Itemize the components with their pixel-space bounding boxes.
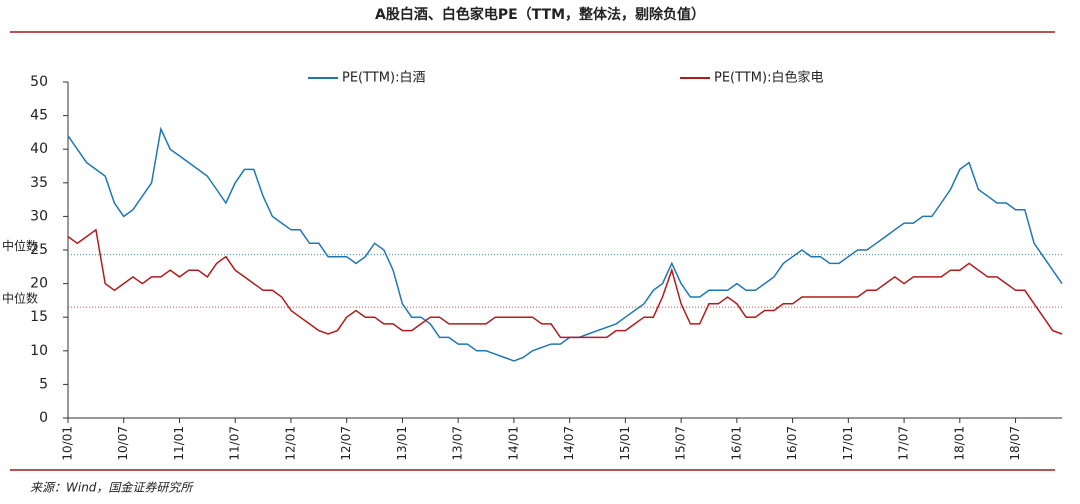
legend-label: PE(TTM):白酒	[342, 70, 425, 86]
x-tick-label: 14/01	[506, 426, 520, 461]
x-tick-label: 15/07	[674, 426, 688, 461]
x-tick-label: 18/07	[1008, 426, 1022, 461]
median-label: 中位数	[2, 291, 38, 306]
y-tick-label: 5	[39, 376, 48, 392]
x-tick-label: 18/01	[952, 426, 966, 461]
source: 来源：Wind，国金证券研究所	[30, 481, 194, 495]
y-tick-label: 25	[30, 242, 48, 258]
x-tick-label: 16/01	[729, 426, 743, 461]
x-tick-label: 13/07	[451, 426, 465, 461]
x-tick-label: 12/01	[283, 426, 297, 461]
y-tick-label: 40	[30, 141, 48, 157]
x-tick-label: 10/01	[61, 426, 75, 461]
y-tick-label: 0	[39, 410, 48, 426]
x-tick-label: 12/07	[339, 426, 353, 461]
y-tick-label: 15	[30, 309, 48, 325]
x-tick-label: 15/01	[618, 426, 632, 461]
y-tick-label: 45	[30, 108, 48, 124]
x-tick-label: 17/07	[897, 426, 911, 461]
x-tick-label: 13/01	[395, 426, 409, 461]
x-tick-label: 11/01	[172, 426, 186, 461]
y-tick-label: 20	[30, 276, 48, 292]
x-tick-label: 11/07	[228, 426, 242, 461]
x-tick-label: 10/07	[116, 426, 130, 461]
chart-title: A股白酒、白色家电PE（TTM，整体法，剔除负值）	[375, 6, 705, 23]
y-tick-label: 35	[30, 175, 48, 191]
x-tick-label: 16/07	[785, 426, 799, 461]
y-tick-label: 50	[30, 74, 48, 90]
x-tick-label: 14/07	[562, 426, 576, 461]
y-tick-label: 10	[30, 343, 48, 359]
median-label: 中位数	[2, 238, 38, 253]
series-line	[67, 228, 1063, 339]
x-tick-label: 17/01	[841, 426, 855, 461]
legend-label: PE(TTM):白色家电	[714, 70, 823, 86]
y-tick-label: 30	[30, 208, 48, 224]
series-line	[67, 126, 1063, 362]
